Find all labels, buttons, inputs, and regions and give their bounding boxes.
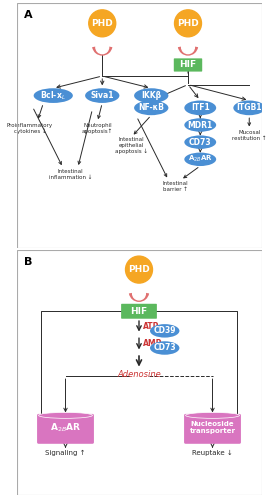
Text: AMP: AMP [143, 340, 163, 348]
Text: MDR1: MDR1 [188, 120, 213, 130]
Text: Proinflammatory
cytokines ↓: Proinflammatory cytokines ↓ [7, 122, 53, 134]
Wedge shape [92, 46, 112, 56]
Text: Neutrophil
apoptosis↑: Neutrophil apoptosis↑ [82, 122, 113, 134]
Text: HIF: HIF [130, 306, 148, 316]
Ellipse shape [150, 342, 179, 354]
Circle shape [182, 41, 194, 54]
Text: Siva1: Siva1 [91, 91, 114, 100]
Text: A$_{2B}$AR: A$_{2B}$AR [50, 422, 81, 434]
Text: A$_{2B}$AR: A$_{2B}$AR [188, 154, 213, 164]
FancyBboxPatch shape [37, 414, 94, 444]
Ellipse shape [134, 100, 168, 115]
Text: Intestinal
barrier ↑: Intestinal barrier ↑ [163, 182, 188, 192]
Ellipse shape [134, 88, 168, 103]
Text: CD73: CD73 [189, 138, 212, 146]
Text: PHI: PHI [133, 292, 145, 296]
Text: PHI: PHI [182, 45, 194, 50]
Text: Mucosal
restitution ↑: Mucosal restitution ↑ [232, 130, 267, 140]
Text: NF-κB: NF-κB [138, 104, 164, 112]
Ellipse shape [184, 100, 216, 115]
Text: Signaling ↑: Signaling ↑ [45, 450, 86, 456]
Text: Intestinal
epithelial
apoptosis ↓: Intestinal epithelial apoptosis ↓ [115, 137, 148, 154]
Ellipse shape [34, 88, 73, 103]
Text: Reuptake ↓: Reuptake ↓ [192, 450, 233, 456]
Ellipse shape [184, 118, 216, 132]
Circle shape [89, 10, 116, 37]
Circle shape [133, 287, 145, 300]
FancyBboxPatch shape [121, 304, 157, 318]
Circle shape [126, 256, 152, 283]
Text: Intestinal
inflammation ↓: Intestinal inflammation ↓ [49, 169, 92, 180]
Text: A: A [24, 10, 33, 20]
Ellipse shape [184, 136, 216, 149]
Text: HIF: HIF [179, 60, 197, 70]
FancyBboxPatch shape [184, 414, 241, 444]
Text: ITGB1: ITGB1 [237, 104, 262, 112]
Text: Bcl-x$_L$: Bcl-x$_L$ [40, 90, 66, 102]
Text: ITF1: ITF1 [191, 104, 210, 112]
Text: PHD: PHD [177, 19, 199, 28]
Text: ATP: ATP [143, 322, 160, 331]
Text: Nucleoside
transporter: Nucleoside transporter [190, 421, 235, 434]
Ellipse shape [184, 152, 216, 166]
Text: Adenosine: Adenosine [117, 370, 161, 379]
Text: CD39: CD39 [153, 326, 176, 336]
Ellipse shape [85, 88, 119, 103]
Ellipse shape [185, 412, 239, 418]
Text: CD73: CD73 [153, 344, 176, 352]
Circle shape [175, 10, 202, 37]
Text: PHI: PHI [96, 45, 108, 50]
Circle shape [96, 41, 109, 54]
Ellipse shape [233, 100, 265, 115]
Text: PHD: PHD [128, 265, 150, 274]
Wedge shape [129, 292, 149, 302]
Ellipse shape [39, 412, 93, 418]
Wedge shape [178, 46, 198, 56]
Text: IKKβ: IKKβ [141, 91, 161, 100]
Text: PHD: PHD [91, 19, 113, 28]
Text: B: B [24, 258, 32, 268]
Ellipse shape [150, 324, 179, 338]
FancyBboxPatch shape [174, 58, 202, 71]
